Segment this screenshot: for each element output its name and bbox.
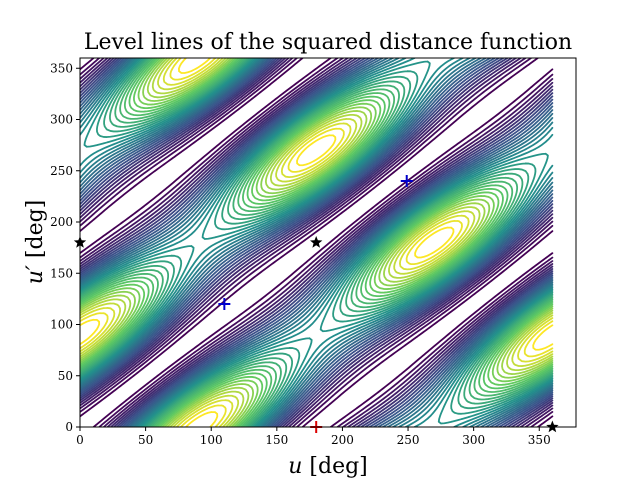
x-tick-label: 0 <box>76 433 84 447</box>
x-tick-label: 200 <box>331 433 354 447</box>
contour-level-line <box>80 58 554 427</box>
y-tick-label: 350 <box>50 61 73 75</box>
y-tick-label: 100 <box>50 318 73 332</box>
x-axis-label: u [deg] <box>288 454 368 479</box>
contour-level-line <box>80 58 554 427</box>
contour-level-line <box>80 58 554 427</box>
x-tick-label: 100 <box>200 433 223 447</box>
y-tick-label: 150 <box>50 266 73 280</box>
y-axis-label-unit: [deg] <box>23 200 48 258</box>
contour-level-line <box>80 58 554 427</box>
contour-level-line <box>80 58 554 427</box>
star-marker <box>546 420 559 433</box>
contour-level-line <box>80 58 554 427</box>
contour-level-line <box>80 58 554 427</box>
contour-level-line <box>80 58 554 427</box>
contour-level-line <box>80 58 554 427</box>
chart-title: Level lines of the squared distance func… <box>84 30 572 55</box>
contour-level-line <box>80 58 554 427</box>
contour-level-line <box>80 58 554 427</box>
y-tick-label: 50 <box>58 369 73 383</box>
contour-lines <box>80 58 554 427</box>
contour-level-line <box>80 58 554 427</box>
x-tick-label: 250 <box>397 433 420 447</box>
contour-level-line <box>80 58 554 427</box>
y-axis-ticks: 0 50 100 150 200 250 300 350 <box>50 61 80 434</box>
x-tick-label: 300 <box>462 433 485 447</box>
x-tick-label: 350 <box>528 433 551 447</box>
star-marker <box>310 236 323 248</box>
contour-level-line <box>80 58 554 427</box>
x-tick-label: 50 <box>138 433 153 447</box>
x-axis-ticks: 0 50 100 150 200 250 300 350 <box>76 427 551 447</box>
plus-marker <box>218 298 231 310</box>
contour-level-line <box>80 58 554 427</box>
plus-marker <box>400 175 413 187</box>
y-tick-label: 300 <box>50 113 73 127</box>
contour-level-line <box>80 58 554 427</box>
contour-level-line <box>80 58 554 427</box>
y-tick-label: 0 <box>65 420 73 434</box>
y-axis-label: u′ [deg] <box>23 200 48 285</box>
contour-level-line <box>80 58 554 427</box>
y-tick-label: 250 <box>50 164 73 178</box>
plot-frame <box>79 57 577 428</box>
x-tick-label: 150 <box>265 433 288 447</box>
x-axis-label-var: u <box>288 454 302 479</box>
y-axis-label-var: u′ <box>23 265 48 284</box>
y-tick-label: 200 <box>50 215 73 229</box>
x-axis-label-unit: [deg] <box>309 454 367 479</box>
contour-level-line <box>80 58 554 427</box>
contour-level-line <box>80 58 554 427</box>
contour-level-line <box>80 58 554 427</box>
contour-level-line <box>80 58 554 427</box>
contour-level-line <box>80 58 554 427</box>
